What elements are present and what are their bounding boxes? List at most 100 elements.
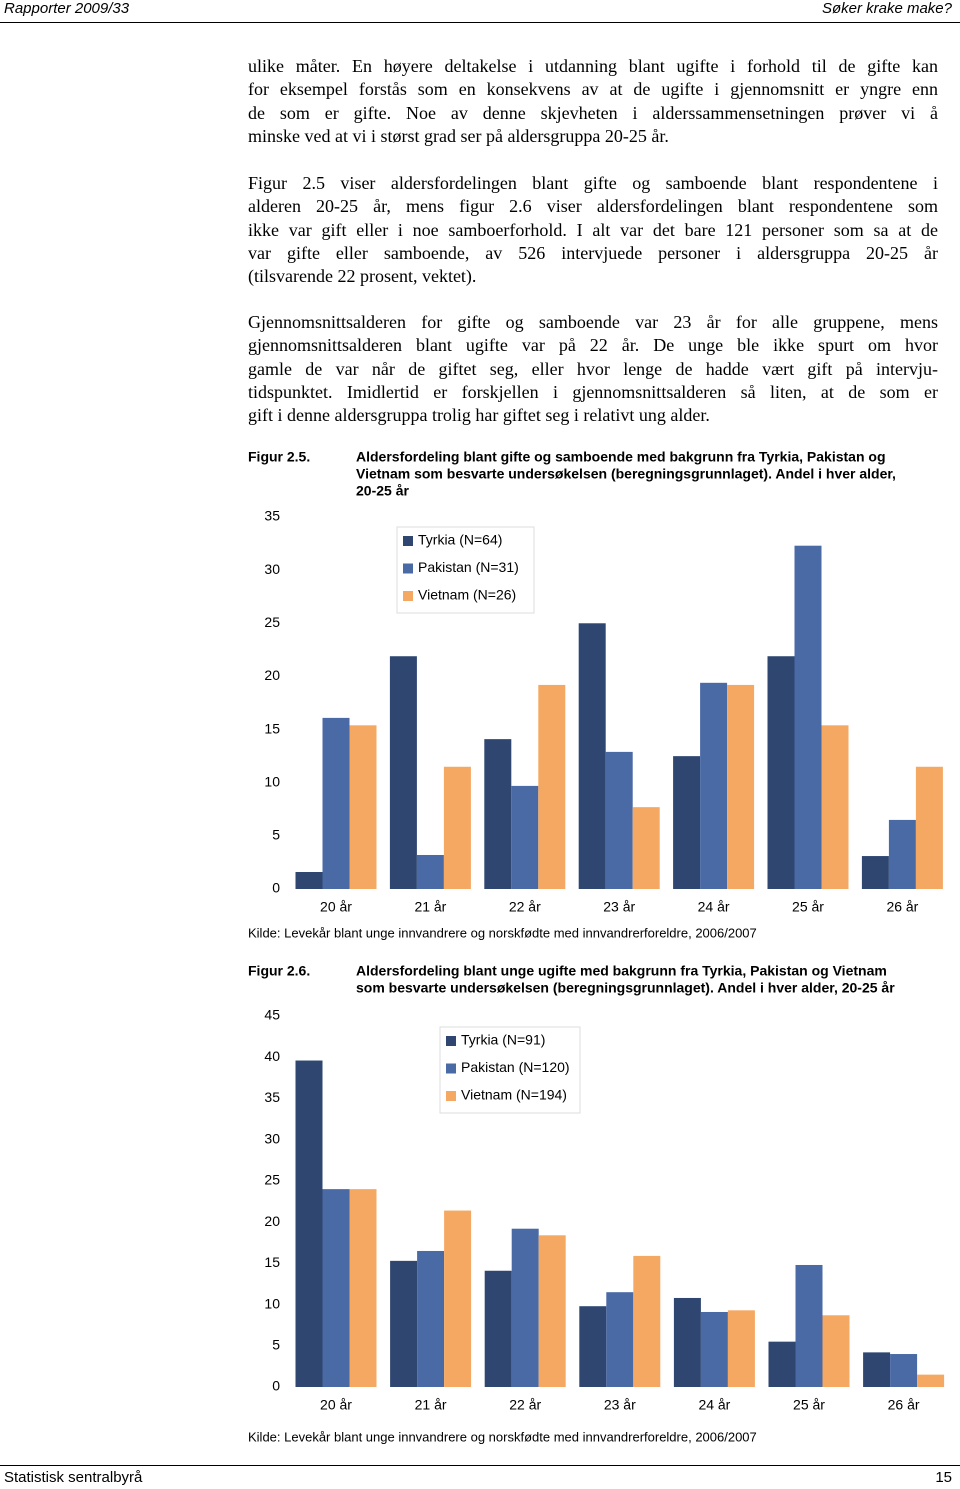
- x-tick-label: 21 år: [415, 1397, 447, 1413]
- bar: [700, 682, 728, 889]
- figure-title: som besvarte undersøkelsen (beregningsgr…: [356, 980, 895, 996]
- text-line: ikke var gift eller i noe samboerforhold…: [248, 219, 938, 240]
- x-tick-label: 26 år: [886, 899, 918, 915]
- y-tick-label: 0: [272, 1378, 280, 1394]
- text-line: tidspunktet. Imidlertid er forskjellen i…: [248, 381, 938, 402]
- bar: [700, 1311, 728, 1387]
- text-line: var gifte eller samboende, av 526 interv…: [248, 242, 938, 263]
- y-tick-label: 20: [264, 1213, 280, 1229]
- bar: [443, 766, 471, 889]
- y-tick-label: 15: [264, 1254, 280, 1270]
- x-tick-label: 23 år: [604, 1397, 636, 1413]
- bar: [389, 656, 417, 889]
- bar: [444, 1210, 472, 1387]
- header-right: Søker krake make?: [821, 0, 952, 17]
- bar: [322, 717, 350, 889]
- legend-label: Vietnam (N=194): [461, 1087, 567, 1103]
- y-tick-label: 10: [264, 773, 280, 789]
- bar: [349, 1189, 377, 1387]
- header-rule: [0, 22, 960, 23]
- y-tick-label: 5: [272, 827, 280, 843]
- legend-label: Tyrkia (N=91): [461, 1032, 545, 1048]
- y-tick-label: 25: [264, 614, 280, 630]
- bar: [727, 1310, 755, 1387]
- bar: [888, 819, 916, 889]
- y-tick-label: 35: [264, 508, 280, 524]
- bar: [768, 1341, 796, 1387]
- text-line: gjennomsnittsalderen blant ugifte var på…: [248, 335, 938, 356]
- footer-rule: [0, 1465, 960, 1466]
- bar: [322, 1189, 350, 1387]
- text-line: Gjennomsnittsalderen for gifte og samboe…: [248, 312, 938, 332]
- figure-label: Figur 2.6.: [248, 963, 310, 979]
- bar: [915, 766, 943, 889]
- text-line: alderen 20-25 år, mens figur 2.6 viser a…: [248, 196, 938, 217]
- legend-box: [439, 1026, 581, 1114]
- legend-label: Pakistan (N=120): [461, 1059, 570, 1075]
- text-line: minske ved at vi i størst grad ser på al…: [248, 125, 669, 146]
- x-tick-label: 25 år: [793, 1397, 825, 1413]
- x-tick-label: 23 år: [603, 899, 635, 915]
- source: Kilde: Levekår blant unge innvandrere og…: [248, 1429, 757, 1444]
- bar: [295, 1060, 323, 1387]
- y-tick-label: 0: [272, 880, 280, 896]
- x-tick-label: 24 år: [698, 899, 730, 915]
- bar: [349, 725, 377, 889]
- bar: [794, 545, 822, 889]
- y-tick-label: 25: [264, 1172, 280, 1188]
- x-tick-label: 21 år: [414, 899, 446, 915]
- legend-label: Pakistan (N=31): [418, 559, 519, 575]
- x-tick-label: 20 år: [320, 899, 352, 915]
- figure-label: Figur 2.5.: [248, 449, 310, 465]
- y-tick-label: 35: [264, 1089, 280, 1105]
- legend-swatch: [446, 1036, 456, 1046]
- figure-title: Aldersfordeling blant gifte og samboende…: [356, 449, 886, 465]
- bar: [863, 1352, 891, 1387]
- y-tick-label: 45: [264, 1007, 280, 1023]
- bar: [917, 1374, 945, 1387]
- figure-title: 20-25 år: [356, 483, 409, 499]
- bar: [890, 1354, 918, 1387]
- bar: [605, 751, 633, 889]
- bar: [484, 739, 512, 889]
- text-line: for eksempel forstås som en konsekvens a…: [248, 79, 938, 100]
- bar: [538, 1235, 566, 1387]
- legend-swatch: [446, 1091, 456, 1101]
- x-tick-label: 20 år: [320, 1397, 352, 1413]
- bar: [606, 1292, 634, 1387]
- bar: [390, 1260, 418, 1387]
- x-tick-label: 25 år: [792, 899, 824, 915]
- legend-swatch: [403, 591, 413, 601]
- x-tick-label: 24 år: [698, 1397, 730, 1413]
- bar: [416, 854, 444, 889]
- x-tick-label: 22 år: [509, 899, 541, 915]
- bar: [511, 1228, 539, 1387]
- bar: [295, 871, 323, 889]
- x-tick-label: 26 år: [888, 1397, 920, 1413]
- source: Kilde: Levekår blant unge innvandrere og…: [248, 925, 757, 940]
- bar: [417, 1250, 445, 1387]
- bar: [578, 623, 606, 889]
- text-line: (tilsvarende 22 prosent, vektet).: [248, 266, 477, 287]
- x-tick-label: 22 år: [509, 1397, 541, 1413]
- footer-left: Statistisk sentralbyrå: [4, 1469, 143, 1486]
- y-tick-label: 20: [264, 667, 280, 683]
- y-tick-label: 5: [272, 1336, 280, 1352]
- bar: [727, 684, 755, 889]
- y-tick-label: 40: [264, 1048, 280, 1064]
- bar: [511, 785, 539, 889]
- bar: [673, 1297, 701, 1387]
- figure-title: Vietnam som besvarte undersøkelsen (bere…: [356, 466, 896, 482]
- y-tick-label: 30: [264, 561, 280, 577]
- text-line: gamle de var når de giftet seg, eller hv…: [248, 358, 938, 379]
- bar: [538, 684, 566, 889]
- text-line: gift i denne aldersgruppa trolig har gif…: [248, 405, 710, 426]
- text-line: Figur 2.5 viser aldersfordelingen blant …: [248, 173, 938, 193]
- bar: [632, 807, 660, 889]
- bar: [795, 1264, 823, 1387]
- legend-swatch: [446, 1063, 456, 1074]
- bar: [821, 725, 849, 889]
- bar: [822, 1315, 850, 1387]
